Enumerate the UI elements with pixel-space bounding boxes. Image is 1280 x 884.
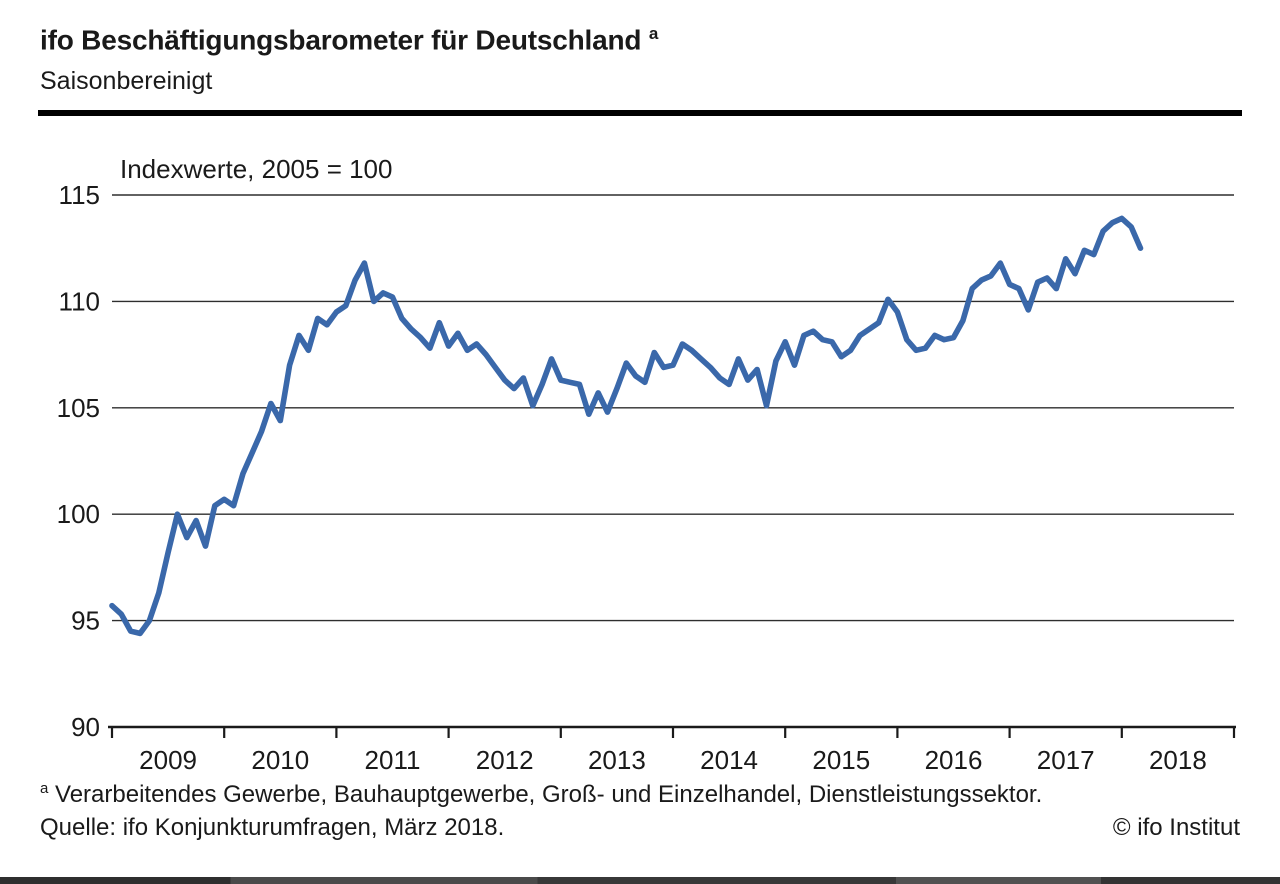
x-axis	[108, 725, 1236, 738]
title-footnote-marker: a	[648, 24, 659, 43]
ytick-label: 95	[71, 606, 100, 636]
x-axis-labels: 2009 2010 2011 2012 2013 2014 2015 2016 2017 2018	[139, 745, 1207, 775]
header-divider	[38, 110, 1242, 116]
year-label: 2017	[1037, 745, 1095, 775]
year-label: 2013	[588, 745, 646, 775]
data-line	[109, 215, 1144, 637]
year-label: 2012	[476, 745, 534, 775]
page-subtitle: Saisonbereinigt	[40, 67, 213, 95]
y-axis-labels: 90 95 100 105 110 115	[57, 180, 100, 742]
source-line: Quelle: ifo Konjunkturumfragen, März 201…	[40, 814, 505, 841]
year-label: 2015	[812, 745, 870, 775]
bottom-edge-bar	[0, 877, 1280, 884]
footnote-text: Verarbeitendes Gewerbe, Bauhauptgewerbe,…	[48, 781, 1043, 808]
page-title-text: ifo Beschäftigungsbarometer für Deutschl…	[40, 24, 642, 56]
ytick-label: 100	[57, 499, 100, 529]
year-label: 2016	[925, 745, 983, 775]
ytick-label: 115	[59, 180, 100, 210]
year-label: 2014	[700, 745, 758, 775]
year-label: 2011	[365, 745, 421, 775]
footnote-marker: a	[40, 780, 49, 797]
chart-footnote: a Verarbeitendes Gewerbe, Bauhauptgewerb…	[40, 780, 1042, 809]
year-label: 2009	[139, 745, 197, 775]
ytick-label: 105	[57, 393, 100, 423]
ytick-label: 90	[71, 712, 100, 742]
copyright-line: © ifo Institut	[1112, 814, 1240, 841]
year-label: 2018	[1149, 745, 1207, 775]
page-title: ifo Beschäftigungsbarometer für Deutschl…	[40, 24, 658, 56]
chart-axis-note: Indexwerte, 2005 = 100	[120, 154, 393, 184]
ytick-label: 110	[59, 286, 100, 316]
year-label: 2010	[251, 745, 309, 775]
y-gridlines	[112, 194, 1234, 622]
